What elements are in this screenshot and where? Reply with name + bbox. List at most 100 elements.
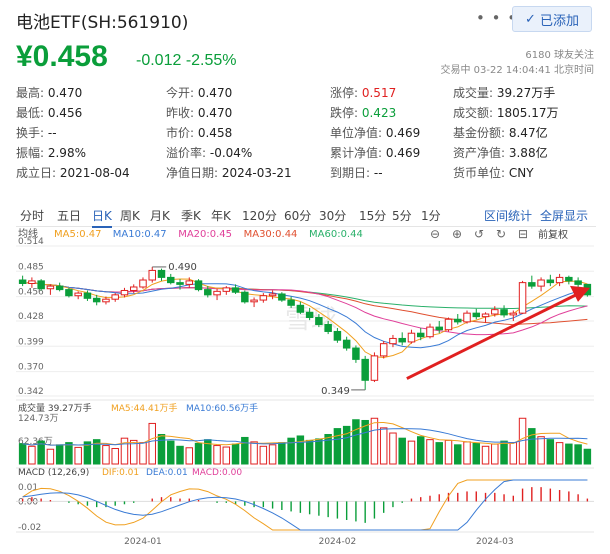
tab-11[interactable]: 5分 bbox=[392, 209, 412, 223]
candle-body bbox=[204, 289, 212, 296]
tab-3[interactable]: 周K bbox=[120, 209, 140, 223]
tab-0[interactable]: 分时 bbox=[20, 209, 45, 223]
stat-value: CNY bbox=[508, 166, 534, 180]
stat-value: 2021-08-04 bbox=[59, 166, 130, 180]
candle-body bbox=[55, 285, 64, 291]
volume-bar bbox=[407, 440, 416, 465]
volume-bar bbox=[55, 444, 64, 465]
candle-body bbox=[241, 291, 249, 303]
tab-9[interactable]: 30分 bbox=[319, 209, 347, 223]
volume-bar bbox=[305, 439, 314, 465]
candle-body bbox=[555, 276, 564, 284]
macd-value: MACD:0.00 bbox=[192, 468, 242, 478]
tab-12[interactable]: 1分 bbox=[421, 209, 441, 223]
volume-bar bbox=[287, 437, 295, 465]
stat-item: 今开: 0.470 bbox=[166, 84, 232, 101]
tab-6[interactable]: 年K bbox=[211, 209, 231, 223]
stat-label: 今开: bbox=[166, 86, 198, 100]
candle-body bbox=[139, 279, 147, 288]
range-stats-link[interactable]: 区间统计 bbox=[484, 209, 533, 223]
volume-ma10: MA10:60.56万手 bbox=[186, 402, 258, 414]
volume-bar bbox=[18, 443, 27, 465]
volume-bar bbox=[315, 438, 323, 465]
tab-2[interactable]: 日K bbox=[92, 207, 112, 228]
chart-tool-icon-3[interactable]: ↻ bbox=[496, 227, 506, 241]
stat-label: 最低: bbox=[16, 106, 48, 120]
tab-10[interactable]: 15分 bbox=[359, 209, 387, 223]
candle-body bbox=[361, 358, 369, 381]
candle-body bbox=[481, 313, 490, 318]
candle-body bbox=[287, 299, 295, 306]
candle-body bbox=[574, 280, 582, 285]
candle-body bbox=[565, 276, 573, 282]
stat-label: 资产净值: bbox=[453, 146, 509, 160]
chart-tool-icon-1[interactable]: ⊕ bbox=[452, 227, 462, 241]
candle-body bbox=[352, 347, 360, 360]
volume-bar bbox=[213, 445, 221, 465]
kline-chart[interactable]: 均线 MA5:0.47 MA10:0.47 MA20:0.45 MA30:0.44 MA6… bbox=[16, 227, 594, 547]
x-tick-0: 2024-01 bbox=[124, 537, 162, 546]
candle-body bbox=[176, 282, 184, 285]
tab-4[interactable]: 月K bbox=[150, 209, 170, 223]
chart-tool-icon-2[interactable]: ↺ bbox=[474, 227, 484, 241]
volume-bar bbox=[28, 445, 36, 465]
y-tick-4: 0.399 bbox=[18, 337, 44, 347]
tab-7[interactable]: 120分 bbox=[242, 209, 277, 223]
stat-value: 0.456 bbox=[47, 106, 83, 120]
candle-body bbox=[491, 309, 499, 315]
volume-bar bbox=[379, 427, 388, 465]
candle-body bbox=[546, 279, 555, 284]
volume-bar bbox=[528, 428, 536, 465]
added-watchlist-button[interactable]: ✓ 已添加 bbox=[512, 6, 592, 32]
candle-body bbox=[102, 298, 110, 303]
chart-tool-icon-4[interactable]: ⊟ bbox=[518, 227, 528, 241]
period-tabs: 分时 五日 日K 周K 月K 季K 年K 120分 60分 30分 15分 5分 1分 区间统计 全屏显示 bbox=[16, 205, 596, 228]
stat-label: 市价: bbox=[166, 126, 198, 140]
page-title: 电池ETF(SH:561910) bbox=[16, 13, 189, 33]
volume-tick-0: 124.73万 bbox=[18, 414, 59, 424]
chart-tool-icon-0[interactable]: ⊖ bbox=[430, 227, 440, 241]
volume-bar bbox=[185, 447, 194, 465]
macd-title: MACD (12,26,9) bbox=[18, 468, 89, 478]
fullscreen-link[interactable]: 全屏显示 bbox=[540, 209, 589, 223]
kline-chart-area[interactable]: 均线 MA5:0.47 MA10:0.47 MA20:0.45 MA30:0.44 MA6… bbox=[16, 227, 594, 547]
ma-legend-2: MA20:0.45 bbox=[178, 229, 232, 240]
volume-bar bbox=[352, 419, 360, 465]
stat-label: 单位净值: bbox=[330, 126, 386, 140]
volume-bar bbox=[139, 442, 147, 465]
stat-value: 2.98% bbox=[47, 146, 86, 160]
tab-1[interactable]: 五日 bbox=[57, 209, 82, 223]
stat-value: 3.88亿 bbox=[508, 146, 548, 160]
stat-value: 0.470 bbox=[197, 106, 233, 120]
volume-bar bbox=[92, 439, 101, 465]
adjust-select[interactable]: 前复权 bbox=[538, 228, 568, 241]
volume-bar bbox=[46, 448, 55, 465]
volume-bar bbox=[222, 446, 231, 465]
stat-label: 累计净值: bbox=[330, 146, 386, 160]
volume-bar bbox=[435, 442, 443, 465]
stat-item: 累计净值: 0.469 bbox=[330, 144, 420, 161]
candle-body bbox=[167, 276, 175, 284]
volume-bar bbox=[65, 442, 73, 465]
volume-bar bbox=[509, 442, 518, 465]
volume-tick-1: 62.36万 bbox=[18, 437, 53, 447]
more-menu-icon[interactable]: • • • bbox=[476, 9, 518, 27]
tab-5[interactable]: 季K bbox=[181, 209, 201, 223]
candle-body bbox=[333, 330, 342, 341]
stat-item: 昨收: 0.470 bbox=[166, 104, 232, 121]
stat-label: 成立日: bbox=[16, 166, 60, 180]
tab-8[interactable]: 60分 bbox=[284, 209, 312, 223]
price-change: -0.012 -2.55% bbox=[136, 52, 237, 70]
y-tick-3: 0.428 bbox=[18, 312, 44, 322]
stat-item: 成交额: 1805.17万 bbox=[453, 104, 558, 121]
stat-item: 成立日: 2021-08-04 bbox=[16, 164, 130, 181]
volume-bar bbox=[370, 417, 379, 465]
candle-body bbox=[500, 309, 508, 316]
candle-body bbox=[65, 289, 73, 297]
volume-bar bbox=[83, 441, 92, 465]
stat-label: 振幅: bbox=[16, 146, 48, 160]
candle-body bbox=[454, 318, 462, 323]
stat-value: 0.469 bbox=[385, 146, 421, 160]
stat-label: 涨停: bbox=[330, 86, 362, 100]
volume-bar bbox=[194, 442, 203, 465]
